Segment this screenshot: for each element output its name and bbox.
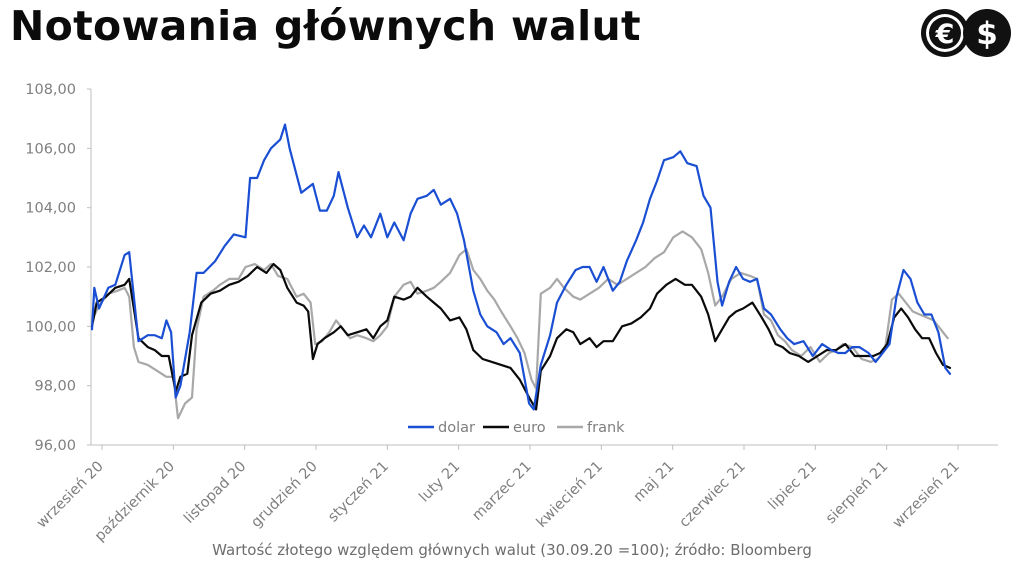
chart-footnote: Wartość złotego względem głównych walut … — [212, 541, 812, 559]
y-tick-label: 102,00 — [25, 260, 76, 276]
legend-label-frank: frank — [587, 420, 625, 436]
series-lines — [90, 123, 952, 420]
x-tick-label: kwiecień 21 — [534, 459, 606, 531]
y-axis: 96,00 98,00 100,00 102,00 104,00 106,00 108,00 — [25, 82, 92, 454]
series-line-frank — [90, 230, 949, 420]
x-tick-label: sierpień 21 — [823, 459, 892, 528]
series-line-euro — [90, 262, 952, 411]
x-tick-label: wrzesień 21 — [890, 459, 963, 532]
y-tick-label: 100,00 — [25, 319, 76, 335]
series-line-dolar — [90, 123, 952, 411]
legend: dolar euro frank — [408, 420, 625, 436]
legend-label-dolar: dolar — [438, 420, 475, 436]
legend-label-euro: euro — [513, 420, 546, 436]
x-tick-label: styczeń 21 — [325, 459, 392, 526]
y-tick-label: 108,00 — [25, 82, 76, 98]
dollar-symbol: $ — [976, 16, 998, 52]
x-tick-label: marzec 21 — [469, 459, 534, 524]
x-tick-label: lipiec 21 — [766, 459, 821, 514]
x-tick-label: maj 21 — [631, 459, 678, 506]
page-title: Notowania głównych walut — [10, 2, 641, 50]
dollar-coin-icon — [963, 9, 1011, 57]
y-tick-label: 98,00 — [34, 379, 76, 395]
x-tick-label: grudzień 20 — [248, 459, 320, 531]
x-tick-label: wrzesień 20 — [34, 459, 107, 532]
y-tick-label: 106,00 — [25, 141, 76, 157]
currency-logo: € $ — [921, 9, 1011, 57]
euro-symbol: € — [935, 19, 955, 50]
y-tick-label: 104,00 — [25, 201, 76, 217]
y-tick-label: 96,00 — [34, 438, 76, 454]
x-tick-label: listopad 20 — [181, 459, 249, 527]
x-tick-label: czerwiec 21 — [676, 459, 748, 531]
x-tick-label: luty 21 — [416, 459, 463, 506]
